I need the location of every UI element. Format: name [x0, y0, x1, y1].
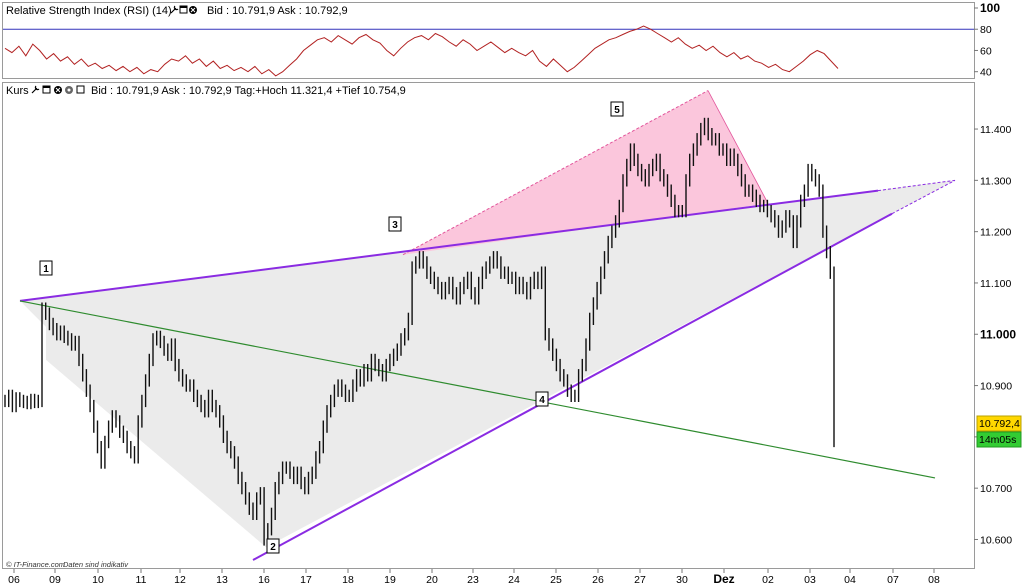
wave-label: 1 — [43, 264, 49, 275]
rsi-header-bg — [3, 3, 207, 17]
x-tick-label: 16 — [258, 574, 270, 586]
green-trendline — [19, 300, 936, 479]
x-tick-label: 02 — [762, 574, 774, 586]
x-tick-label: 08 — [928, 574, 940, 586]
x-tick-label: 04 — [844, 574, 856, 586]
rsi-close-icon[interactable] — [189, 6, 197, 14]
wave3-5-shading — [403, 90, 768, 255]
wave-label: 4 — [539, 395, 545, 406]
countdown-value: 14m05s — [979, 434, 1016, 446]
rsi-window-icon[interactable] — [179, 5, 188, 14]
wave-label: 3 — [392, 220, 398, 231]
price-tick-label: 11.100 — [980, 278, 1011, 290]
upper-trendline — [19, 189, 879, 302]
price-tick-label: 11.300 — [980, 175, 1011, 187]
wave-label-box — [266, 538, 280, 554]
x-tick-label: 07 — [887, 574, 899, 586]
x-tick-label: 11 — [136, 574, 147, 586]
window-icon[interactable] — [42, 85, 51, 94]
footer-source: © IT-Finance.com — [6, 560, 65, 569]
wave5-edge-line — [707, 90, 769, 204]
x-tick-label: 27 — [634, 574, 646, 586]
upper-trendline-extension — [877, 179, 956, 192]
wave-label-box — [535, 391, 549, 407]
x-tick-label: 26 — [592, 574, 604, 586]
x-tick-label: 10 — [92, 574, 104, 586]
rsi-tick-label: 100 — [980, 1, 1000, 15]
wave-label-box — [39, 260, 53, 276]
x-tick-label: 20 — [426, 574, 438, 586]
price-series — [4, 117, 835, 546]
wave-label-box — [388, 216, 402, 232]
wave-label: 5 — [614, 105, 620, 116]
x-tick-label: 17 — [300, 574, 312, 586]
price-header-bg — [3, 83, 413, 97]
footer-note: Daten sind indikativ — [63, 560, 129, 569]
x-tick-label: 19 — [384, 574, 396, 586]
countdown-tag — [976, 431, 1022, 448]
trendline-layer — [19, 90, 956, 561]
close-icon[interactable] — [54, 86, 62, 94]
price-tick-label: 11.000 — [980, 327, 1016, 341]
lower-trendline-extension — [891, 179, 956, 215]
x-tick-label: 30 — [676, 574, 688, 586]
rsi-tick-label: 80 — [980, 24, 992, 36]
price-quote: Bid : 10.791,9 Ask : 10.792,9 Tag:+Hoch … — [91, 85, 406, 97]
price-tick-label: 11.200 — [980, 227, 1011, 239]
price-tick-label: 10.900 — [980, 381, 1012, 393]
settings-icon[interactable] — [65, 86, 73, 94]
rsi-title: Relative Strength Index (RSI) (14) — [6, 5, 172, 17]
wave-label-layer: 1 2 3 4 5 — [39, 101, 624, 554]
rsi-tick-label: 40 — [980, 67, 992, 79]
last-price-value: 10.792,4 — [979, 418, 1020, 430]
x-tick-label: 09 — [49, 574, 61, 586]
price-tick-label: 11.400 — [980, 124, 1011, 136]
lower-trendline — [252, 212, 893, 561]
rsi-tick-label: 60 — [980, 45, 992, 57]
x-tick-label: 24 — [508, 574, 520, 586]
wrench-icon[interactable] — [31, 85, 40, 94]
last-price-tag — [976, 415, 1022, 432]
x-tick-label: 12 — [174, 574, 186, 586]
wave3-5-dotted-line — [402, 90, 709, 256]
price-tick-label: 10.700 — [980, 483, 1012, 495]
x-tick-label: 13 — [216, 574, 228, 586]
x-tick-label: 18 — [342, 574, 354, 586]
price-tick-label: 10.600 — [980, 534, 1012, 546]
rsi-quote: Bid : 10.791,9 Ask : 10.792,9 — [207, 5, 348, 17]
x-tick-label: 06 — [8, 574, 20, 586]
wave-label-box — [610, 101, 624, 117]
rsi-series — [3, 25, 974, 77]
x-tick-label: Dez — [713, 572, 734, 586]
axis-layer: 100 80 60 40 11.400 11.300 11.200 11.100 11.000 1… — [8, 1, 1016, 586]
x-tick-label: 25 — [550, 574, 562, 586]
wave-label: 2 — [270, 542, 276, 553]
wave1-2-shading — [46, 303, 266, 548]
x-tick-label: 23 — [467, 574, 479, 586]
rsi-line — [4, 25, 839, 77]
rsi-wrench-icon[interactable] — [170, 5, 179, 14]
x-tick-label: 03 — [804, 574, 816, 586]
wedge-shading — [20, 180, 955, 548]
price-title: Kurs — [6, 85, 29, 97]
window-alt-icon[interactable] — [76, 85, 85, 94]
